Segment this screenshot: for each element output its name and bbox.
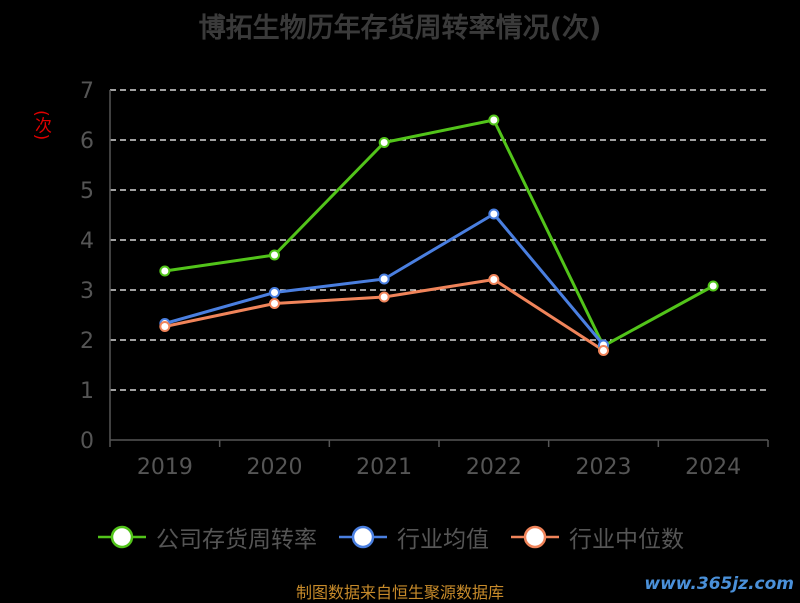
data-point-company-2024[interactable] bbox=[707, 280, 719, 292]
data-point-company-2022[interactable] bbox=[488, 114, 500, 126]
x-tick-label: 2023 bbox=[576, 455, 632, 480]
y-tick-label: 2 bbox=[80, 329, 94, 354]
data-point-industry-mean-2021[interactable] bbox=[378, 273, 390, 285]
data-point-industry-median-2022[interactable] bbox=[488, 274, 500, 285]
x-tick-label: 2019 bbox=[137, 455, 193, 480]
legend-item-industry-median[interactable]: 行业中位数 bbox=[509, 520, 684, 554]
series-lines bbox=[164, 118, 714, 352]
series-line-company bbox=[164, 118, 714, 348]
legend-item-company[interactable]: 公司存货周转率 bbox=[96, 520, 317, 554]
legend-label-industry-mean: 行业均值 bbox=[397, 527, 489, 553]
y-tick-label: 4 bbox=[80, 229, 94, 254]
series-points bbox=[159, 114, 719, 356]
data-point-company-2019[interactable] bbox=[159, 265, 171, 277]
y-tick-label: 7 bbox=[80, 79, 94, 104]
x-tick-label: 2021 bbox=[356, 455, 412, 480]
data-point-industry-mean-2022[interactable] bbox=[488, 208, 500, 220]
y-tick-label: 5 bbox=[80, 179, 94, 204]
x-tick-label: 2020 bbox=[247, 455, 303, 480]
legend-marker-company bbox=[98, 525, 146, 549]
data-source-note: 制图数据来自恒生聚源数据库 bbox=[295, 583, 504, 602]
y-tick-label: 6 bbox=[80, 129, 94, 154]
y-axis-label: (次) bbox=[31, 110, 51, 141]
gridlines bbox=[110, 89, 768, 391]
legend-label-industry-median: 行业中位数 bbox=[569, 527, 684, 553]
data-point-industry-median-2023[interactable] bbox=[598, 345, 609, 356]
legend-marker-industry-mean bbox=[339, 525, 387, 549]
legend: 公司存货周转率 行业均值 行业中位数 bbox=[96, 520, 684, 554]
data-point-industry-mean-2020[interactable] bbox=[269, 287, 280, 298]
y-tick-label: 3 bbox=[80, 279, 94, 304]
data-point-company-2020[interactable] bbox=[269, 249, 280, 261]
legend-marker-industry-median bbox=[511, 525, 559, 549]
x-tick-label: 2022 bbox=[466, 455, 522, 480]
y-tick-label: 1 bbox=[80, 379, 94, 404]
data-point-company-2021[interactable] bbox=[378, 137, 390, 148]
chart-title: 博拓生物历年存货周转率情况(次) bbox=[198, 13, 602, 44]
data-point-industry-median-2020[interactable] bbox=[269, 298, 280, 309]
x-tick-label: 2024 bbox=[685, 455, 741, 480]
data-point-industry-median-2021[interactable] bbox=[378, 291, 390, 303]
axes: 0 1 2 3 4 5 6 7 2019 2020 2021 2022 2023 2024 bbox=[80, 79, 769, 480]
watermark: www.365jz.com bbox=[644, 574, 794, 594]
legend-item-industry-mean[interactable]: 行业均值 bbox=[337, 520, 489, 554]
data-point-industry-median-2019[interactable] bbox=[159, 321, 171, 332]
legend-label-company: 公司存货周转率 bbox=[156, 527, 317, 553]
y-tick-label: 0 bbox=[80, 429, 94, 454]
